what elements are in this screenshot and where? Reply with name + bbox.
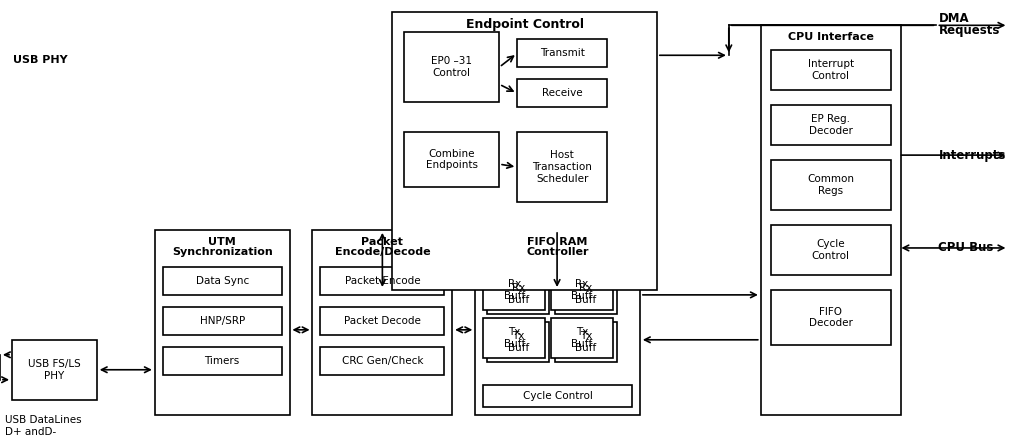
Text: CRC Gen/Check: CRC Gen/Check	[341, 356, 423, 366]
Text: DMA: DMA	[938, 12, 969, 25]
FancyBboxPatch shape	[162, 267, 281, 295]
FancyBboxPatch shape	[487, 322, 549, 362]
FancyBboxPatch shape	[483, 318, 545, 358]
Text: Rx
Buff: Rx Buff	[575, 283, 597, 305]
FancyBboxPatch shape	[517, 132, 607, 202]
FancyBboxPatch shape	[483, 270, 545, 310]
FancyBboxPatch shape	[487, 274, 549, 314]
Text: FIFO
Decoder: FIFO Decoder	[808, 306, 852, 328]
Text: Rx
Buff: Rx Buff	[504, 279, 524, 301]
FancyBboxPatch shape	[405, 132, 499, 187]
FancyBboxPatch shape	[771, 290, 890, 345]
FancyBboxPatch shape	[313, 230, 453, 415]
Text: EP Reg.
Decoder: EP Reg. Decoder	[808, 115, 852, 136]
FancyBboxPatch shape	[551, 318, 613, 358]
Text: Rx
Buff: Rx Buff	[571, 279, 593, 301]
Text: CPU Interface: CPU Interface	[788, 32, 874, 42]
Text: Common
Regs: Common Regs	[807, 174, 854, 196]
Text: Endpoint Control: Endpoint Control	[466, 18, 584, 31]
FancyBboxPatch shape	[321, 267, 445, 295]
FancyBboxPatch shape	[162, 307, 281, 335]
Text: Interrupt
Control: Interrupt Control	[807, 59, 853, 81]
FancyBboxPatch shape	[12, 340, 97, 400]
FancyBboxPatch shape	[771, 225, 890, 275]
Text: USB PHY: USB PHY	[13, 55, 67, 65]
FancyBboxPatch shape	[517, 40, 607, 67]
FancyBboxPatch shape	[154, 230, 289, 415]
Text: Tx
Buff: Tx Buff	[571, 327, 593, 349]
Text: Receive: Receive	[542, 88, 583, 98]
FancyBboxPatch shape	[475, 230, 640, 415]
FancyBboxPatch shape	[771, 50, 890, 90]
Text: USB FS/LS
PHY: USB FS/LS PHY	[28, 359, 81, 381]
Text: HNP/SRP: HNP/SRP	[199, 316, 244, 326]
Text: Tx
Buff: Tx Buff	[575, 331, 597, 353]
Text: Host
Transaction
Scheduler: Host Transaction Scheduler	[532, 151, 592, 184]
Text: D+ andD-: D+ andD-	[5, 427, 56, 436]
FancyBboxPatch shape	[483, 385, 632, 407]
FancyBboxPatch shape	[321, 307, 445, 335]
Text: Synchronization: Synchronization	[172, 247, 273, 257]
FancyBboxPatch shape	[162, 347, 281, 375]
Text: Cycle Control: Cycle Control	[522, 391, 593, 401]
Text: Packet Encode: Packet Encode	[344, 276, 420, 286]
Text: Timers: Timers	[204, 356, 240, 366]
Text: Packet: Packet	[362, 237, 404, 247]
FancyBboxPatch shape	[760, 25, 900, 415]
Text: Controller: Controller	[526, 247, 589, 257]
Text: Cycle
Control: Cycle Control	[811, 239, 849, 261]
FancyBboxPatch shape	[555, 322, 617, 362]
FancyBboxPatch shape	[771, 105, 890, 145]
Text: Encode/Decode: Encode/Decode	[334, 247, 430, 257]
Text: EP0 –31
Control: EP0 –31 Control	[431, 56, 472, 78]
Text: Tx
Buff: Tx Buff	[504, 327, 524, 349]
Text: CPU Bus: CPU Bus	[938, 242, 993, 254]
FancyBboxPatch shape	[551, 270, 613, 310]
Text: Combine
Endpoints: Combine Endpoints	[426, 149, 477, 170]
Text: Interrupts: Interrupts	[938, 149, 1006, 162]
Text: Packet Decode: Packet Decode	[344, 316, 421, 326]
FancyBboxPatch shape	[771, 160, 890, 210]
FancyBboxPatch shape	[517, 79, 607, 107]
Text: Transmit: Transmit	[540, 48, 585, 58]
Text: USB DataLines: USB DataLines	[5, 415, 82, 424]
Text: FIFO RAM: FIFO RAM	[527, 237, 588, 247]
FancyBboxPatch shape	[555, 274, 617, 314]
Text: Tx
Buff: Tx Buff	[508, 331, 528, 353]
FancyBboxPatch shape	[405, 32, 499, 102]
Text: Data Sync: Data Sync	[195, 276, 248, 286]
Text: UTM: UTM	[208, 237, 236, 247]
FancyBboxPatch shape	[392, 12, 657, 290]
Text: Rx
Buff: Rx Buff	[508, 283, 528, 305]
FancyBboxPatch shape	[321, 347, 445, 375]
Text: Requests: Requests	[938, 24, 1000, 37]
